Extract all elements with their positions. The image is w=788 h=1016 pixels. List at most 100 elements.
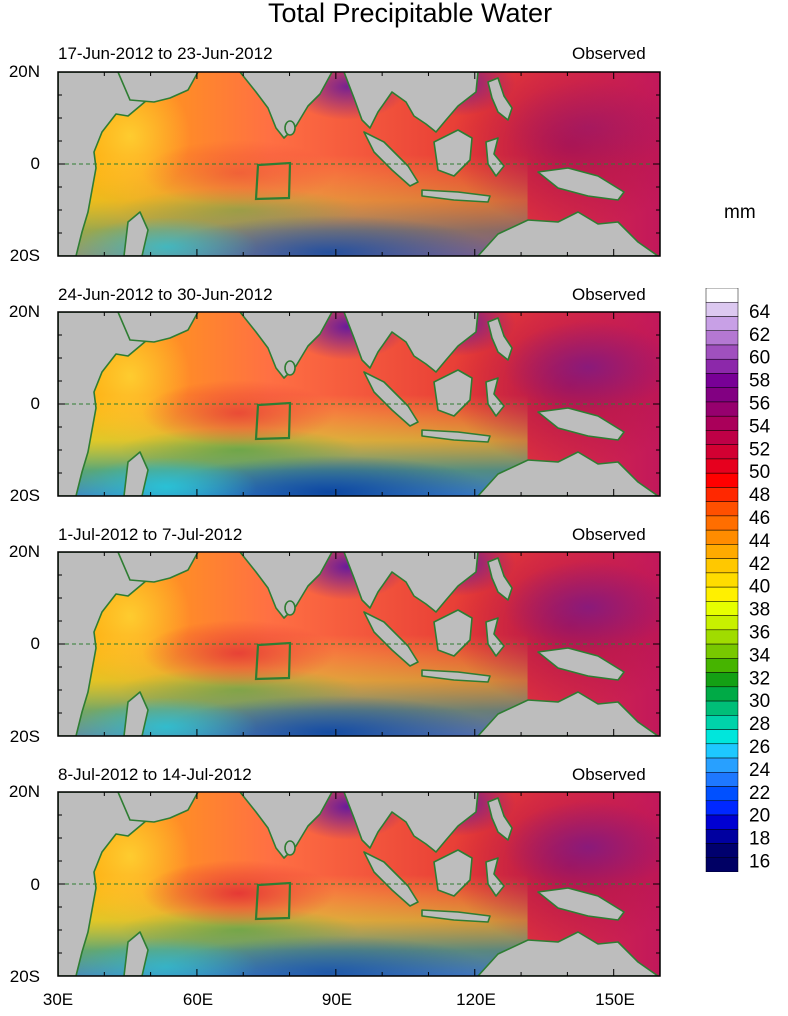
sumatra-landmass: [363, 371, 419, 427]
philippines-landmass: [487, 557, 513, 601]
colorbar-tick-label: 22: [749, 783, 770, 804]
panel-2-period: 24-Jun-2012 to 30-Jun-2012: [58, 285, 273, 304]
madagascar-landmass: [123, 691, 149, 736]
colorbar-box: [705, 358, 739, 374]
new-guinea-landmass: [537, 887, 625, 921]
colorbar-box: [705, 729, 739, 745]
panel-1-period: 17-Jun-2012 to 23-Jun-2012: [58, 44, 273, 63]
axis-ticks: [57, 551, 661, 737]
panel-1-lat-20n: 20N: [8, 62, 40, 81]
colorbar-box: [705, 415, 739, 431]
colorbar-box: [705, 330, 739, 346]
colorbar-box: [705, 501, 739, 517]
colorbar-tick-label: 50: [749, 462, 770, 483]
colorbar-tick-label: 32: [749, 668, 770, 689]
panel-2-tag: Observed: [572, 285, 646, 304]
colorbar-box: [705, 814, 739, 830]
arabia-landmass: [117, 72, 199, 103]
panel-2-lat-0: 0: [30, 394, 40, 413]
panel-1-lat-0: 0: [30, 154, 40, 173]
colorbar-tick-label: 44: [749, 531, 771, 552]
colorbar-tick-label: 62: [749, 325, 770, 346]
madagascar-landmass: [123, 451, 149, 496]
philippines-landmass: [487, 77, 513, 121]
colorbar-tick-label: 26: [749, 737, 770, 758]
lon-label-120e: 120E: [456, 990, 496, 1009]
panel-4-lat-0: 0: [30, 875, 40, 894]
new-guinea-landmass: [537, 407, 625, 441]
indochina-landmass: [343, 72, 479, 133]
sumatra-landmass: [363, 611, 419, 667]
australia-landmass: [477, 451, 659, 496]
colorbar-box: [705, 316, 739, 331]
colorbar-tick-label: 24: [749, 760, 771, 781]
panel-4-tag: Observed: [572, 765, 646, 784]
colorbar-tick-label: 34: [749, 645, 771, 666]
panel-4-lat-20s: 20S: [9, 967, 40, 986]
colorbar-box: [705, 444, 739, 460]
colorbar-tick-label: 56: [749, 394, 770, 415]
sri-lanka-landmass: [284, 840, 296, 856]
panel-3-period: 1-Jul-2012 to 7-Jul-2012: [58, 525, 243, 544]
colorbar-box: [705, 800, 739, 816]
colorbar-box: [705, 401, 739, 417]
australia-landmass: [477, 691, 659, 736]
colorbar-box: [705, 487, 739, 502]
colorbar-tick-label: 58: [749, 371, 770, 392]
colorbar-tick-label: 18: [749, 829, 770, 850]
philippines-landmass: [487, 797, 513, 841]
arabia-landmass: [117, 312, 199, 343]
axis-ticks: [57, 71, 661, 257]
colorbar-box: [705, 629, 739, 645]
panel-3-lat-20s: 20S: [9, 727, 40, 746]
colorbar-box: [705, 387, 739, 403]
colorbar-box: [705, 288, 739, 303]
colorbar-unit: mm: [724, 202, 756, 223]
colorbar-tick-label: 36: [749, 623, 770, 644]
colorbar-tick-label: 38: [749, 600, 770, 621]
map-panel-1: [57, 71, 661, 257]
colorbar-tick-label: 64: [749, 302, 771, 323]
panel-4-period: 8-Jul-2012 to 14-Jul-2012: [58, 765, 252, 784]
map-panel-4: [57, 791, 661, 977]
java-landmass: [421, 669, 491, 683]
colorbar-box: [705, 529, 739, 545]
colorbar-box: [705, 643, 739, 659]
australia-landmass: [477, 931, 659, 976]
colorbar-box: [705, 743, 739, 759]
colorbar-tick-label: 60: [749, 348, 770, 369]
colorbar-box: [705, 772, 739, 787]
analysis-box: [254, 401, 292, 441]
colorbar-box: [705, 615, 739, 631]
panel-4-lat-20n: 20N: [8, 782, 40, 801]
java-landmass: [421, 189, 491, 203]
lon-label-90e: 90E: [321, 990, 353, 1009]
analysis-box: [254, 881, 292, 921]
panel-3-tag: Observed: [572, 525, 646, 544]
colorbar-box: [705, 558, 739, 574]
panel-3-lat-0: 0: [30, 634, 40, 653]
axis-ticks: [57, 791, 661, 977]
colorbar-box: [705, 672, 739, 688]
new-guinea-landmass: [537, 167, 625, 201]
indochina-landmass: [343, 792, 479, 853]
java-landmass: [421, 429, 491, 443]
colorbar-box: [705, 544, 739, 559]
colorbar-box: [705, 658, 739, 673]
panel-1-lat-20s: 20S: [9, 246, 40, 265]
sri-lanka-landmass: [284, 600, 296, 616]
map-title: Total Precipitable Water: [267, 0, 553, 28]
sri-lanka-landmass: [284, 120, 296, 136]
panel-1-tag: Observed: [572, 44, 646, 63]
indochina-landmass: [343, 552, 479, 613]
colorbar-box: [705, 786, 739, 802]
colorbar-tick-label: 42: [749, 554, 770, 575]
colorbar-box: [705, 757, 739, 773]
colorbar-tick-label: 52: [749, 439, 770, 460]
axis-ticks: [57, 311, 661, 497]
philippines-landmass: [487, 317, 513, 361]
colorbar-tick-label: 30: [749, 691, 770, 712]
colorbar-box: [705, 301, 739, 317]
colorbar-tick-label: 48: [749, 485, 770, 506]
colorbar-tick-label: 54: [749, 416, 771, 437]
